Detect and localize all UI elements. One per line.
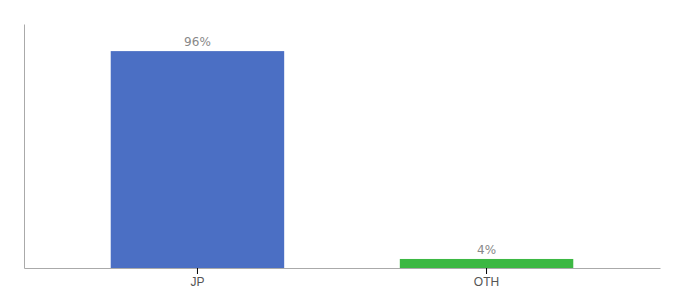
x-tick-label: JP [190,275,204,289]
y-axis [24,25,25,269]
plot: JP OTH 96% 4% [25,25,661,289]
chart: JP OTH 96% 4% [0,0,680,300]
data-labels: 96% 4% [184,35,496,257]
bar [400,259,573,268]
bar [111,51,284,268]
x-tick-label: OTH [474,275,499,289]
x-tick: JP [190,268,204,289]
x-tick-mark [486,268,487,274]
x-axis-line [25,268,661,269]
data-label: 96% [184,35,211,49]
data-label: 4% [477,243,496,257]
x-tick-mark [197,268,198,274]
x-axis: JP OTH [25,268,661,289]
x-tick: OTH [474,268,499,289]
bars [111,51,574,268]
y-axis-line [24,25,25,269]
